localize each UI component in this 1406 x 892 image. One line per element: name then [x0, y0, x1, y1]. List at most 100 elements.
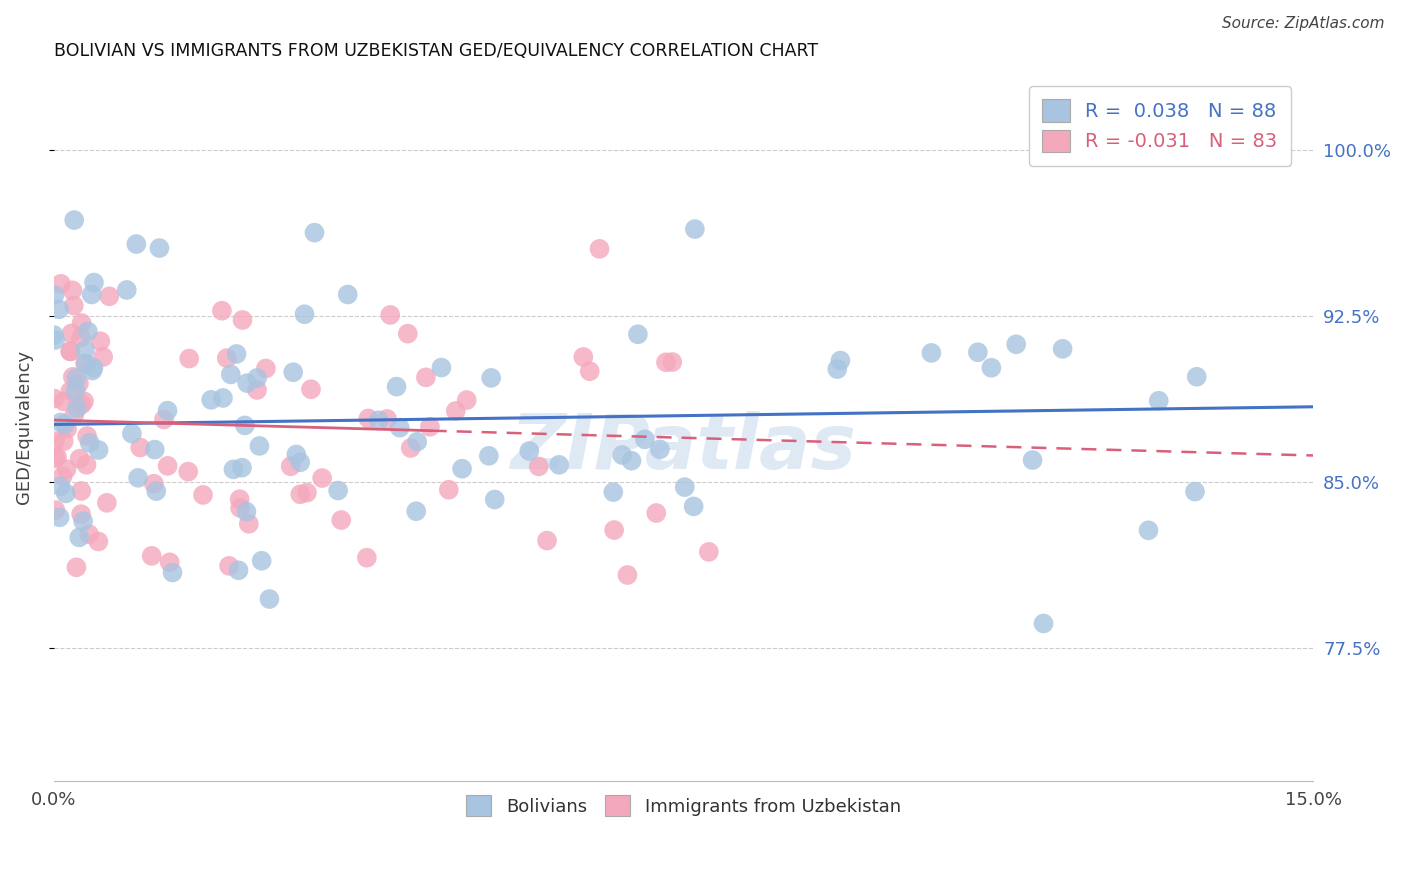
Point [177, 465, 200, 479]
Point [980, 360, 1002, 375]
Point [63, 409, 86, 423]
Point [920, 346, 942, 360]
Point [91, 350, 114, 364]
Point [115, 283, 138, 297]
Point [98, 289, 121, 303]
Point [153, 412, 176, 426]
Point [49, 479, 72, 493]
Point [156, 403, 179, 417]
Point [48, 302, 70, 317]
Point [388, 420, 411, 434]
Point [48, 510, 70, 524]
Point [212, 391, 235, 405]
Point [83, 276, 105, 290]
Point [145, 484, 167, 499]
Point [52, 394, 75, 409]
Point [375, 412, 398, 426]
Point [655, 355, 678, 369]
Point [415, 370, 437, 384]
Point [62, 369, 84, 384]
Point [1021, 453, 1043, 467]
Point [76, 458, 98, 472]
Point [59, 344, 82, 359]
Point [1052, 342, 1074, 356]
Point [156, 458, 179, 473]
Point [603, 523, 626, 537]
Point [572, 350, 595, 364]
Point [44, 451, 66, 466]
Point [246, 371, 269, 385]
Point [59, 384, 82, 399]
Point [82, 363, 104, 377]
Point [249, 439, 271, 453]
Point [69, 451, 91, 466]
Point [661, 355, 683, 369]
Point [62, 298, 84, 312]
Point [285, 448, 308, 462]
Point [60, 326, 83, 341]
Point [645, 506, 668, 520]
Point [52, 469, 75, 483]
Point [218, 558, 240, 573]
Point [215, 351, 238, 365]
Point [536, 533, 558, 548]
Point [830, 353, 852, 368]
Point [219, 368, 242, 382]
Point [65, 371, 87, 385]
Point [67, 376, 90, 391]
Point [437, 483, 460, 497]
Point [77, 325, 100, 339]
Point [42, 392, 65, 406]
Point [610, 448, 633, 462]
Point [578, 364, 600, 378]
Point [396, 326, 419, 341]
Point [231, 313, 253, 327]
Text: Source: ZipAtlas.com: Source: ZipAtlas.com [1222, 16, 1385, 31]
Point [238, 516, 260, 531]
Point [527, 459, 550, 474]
Point [1147, 393, 1170, 408]
Point [430, 360, 453, 375]
Text: BOLIVIAN VS IMMIGRANTS FROM UZBEKISTAN GED/EQUIVALENCY CORRELATION CHART: BOLIVIAN VS IMMIGRANTS FROM UZBEKISTAN G… [53, 42, 818, 60]
Point [62, 284, 84, 298]
Point [456, 392, 478, 407]
Point [70, 398, 93, 412]
Point [179, 351, 201, 366]
Point [65, 384, 87, 398]
Point [367, 413, 389, 427]
Point [229, 500, 252, 515]
Point [825, 362, 848, 376]
Point [72, 514, 94, 528]
Point [159, 555, 181, 569]
Point [330, 513, 353, 527]
Point [405, 504, 427, 518]
Point [326, 483, 349, 498]
Point [683, 222, 706, 236]
Point [356, 550, 378, 565]
Point [235, 505, 257, 519]
Point [222, 462, 245, 476]
Point [295, 485, 318, 500]
Point [79, 435, 101, 450]
Point [620, 454, 643, 468]
Point [70, 483, 93, 498]
Point [80, 287, 103, 301]
Point [55, 462, 77, 476]
Point [200, 392, 222, 407]
Point [87, 534, 110, 549]
Point [1185, 369, 1208, 384]
Point [290, 455, 312, 469]
Point [548, 458, 571, 472]
Point [77, 527, 100, 541]
Point [70, 330, 93, 344]
Point [517, 444, 540, 458]
Point [246, 383, 269, 397]
Point [44, 503, 66, 517]
Point [125, 237, 148, 252]
Point [53, 417, 76, 432]
Point [76, 429, 98, 443]
Point [236, 376, 259, 391]
Point [231, 460, 253, 475]
Point [336, 287, 359, 301]
Point [602, 485, 624, 500]
